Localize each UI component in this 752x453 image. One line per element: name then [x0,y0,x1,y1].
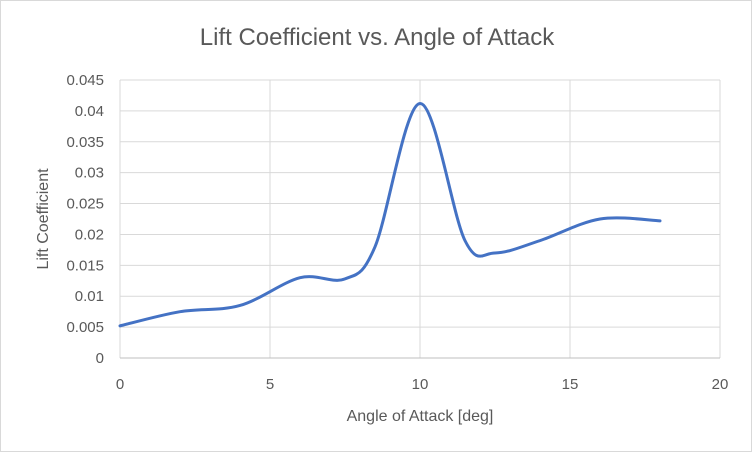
x-tick-label: 20 [712,376,729,393]
y-tick-label: 0.02 [75,226,104,243]
chart-title: Lift Coefficient vs. Angle of Attack [200,24,555,51]
y-tick-label: 0 [96,350,104,367]
series-layer [118,101,662,328]
series-line-lift-coefficient [118,101,662,328]
x-tick-label: 10 [412,376,429,393]
x-tick-label: 15 [562,376,579,393]
y-tick-label: 0.035 [66,134,104,151]
y-tick-label: 0.015 [66,257,104,274]
x-axis-label: Angle of Attack [deg] [347,408,494,425]
y-tick-label: 0.025 [66,196,104,213]
y-tick-label: 0.005 [66,319,104,336]
x-tick-label: 0 [116,376,124,393]
y-tick-label: 0.04 [75,103,104,120]
y-tick-label: 0.03 [75,165,104,182]
y-tick-label: 0.045 [66,72,104,89]
tick-labels: 0 0.005 0.01 0.015 0.02 0.025 0.03 0.035 0.04 0.0… [66,72,728,393]
y-tick-label: 0.01 [75,288,104,305]
x-tick-label: 5 [266,376,274,393]
gridlines [119,79,721,359]
y-axis-label: Lift Coefficient [35,168,52,270]
